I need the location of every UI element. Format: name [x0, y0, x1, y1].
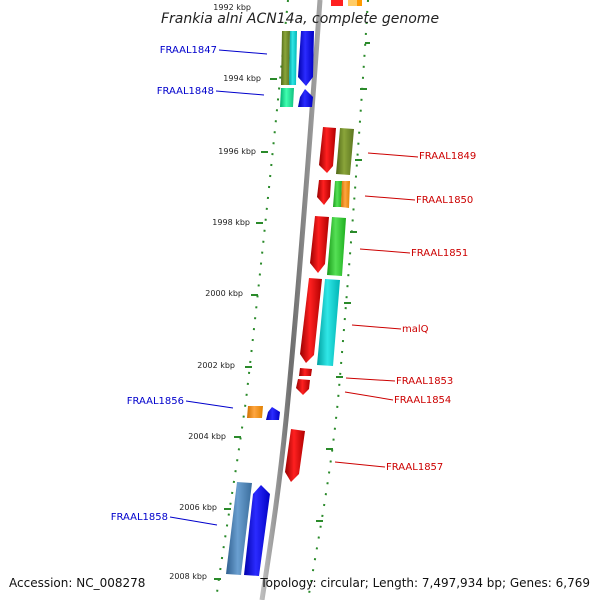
gene-label-fraal1851[interactable]: FRAAL1851 — [411, 248, 468, 259]
partial-genes-top — [331, 0, 362, 6]
gene-label-malq[interactable]: malQ — [402, 324, 429, 335]
scale-label-2002: 2002 kbp — [197, 361, 235, 370]
scale-label-2006: 2006 kbp — [179, 503, 217, 512]
accession-text: Accession: NC_008278 — [9, 576, 145, 590]
map-title: Frankia alni ACN14a, complete genome — [161, 11, 439, 27]
gene-label-fraal1858[interactable]: FRAAL1858 — [111, 512, 168, 523]
gene-label-fraal1848[interactable]: FRAAL1848 — [157, 86, 214, 97]
gene-fraal1848-left[interactable] — [280, 88, 313, 107]
scale-label-1992: 1992 kbp — [213, 3, 251, 12]
gene-label-fraal1850[interactable]: FRAAL1850 — [416, 195, 473, 206]
leader-lines-right — [334, 152, 419, 468]
gene-fraal1858-left[interactable] — [226, 482, 270, 576]
gene-fraal1857-right[interactable] — [285, 429, 305, 482]
gene-label-fraal1849[interactable]: FRAAL1849 — [419, 151, 476, 162]
gene-label-fraal1847[interactable]: FRAAL1847 — [160, 45, 217, 56]
gene-label-fraal1854[interactable]: FRAAL1854 — [394, 395, 451, 406]
scale-label-1994: 1994 kbp — [223, 74, 261, 83]
genome-backbone — [259, 0, 323, 600]
scale-label-1998: 1998 kbp — [212, 218, 250, 227]
scale-label-1996: 1996 kbp — [218, 147, 256, 156]
leader-lines-left — [169, 49, 268, 526]
gene-label-fraal1853[interactable]: FRAAL1853 — [396, 376, 453, 387]
gene-fraal1853-right[interactable] — [299, 368, 312, 376]
gene-label-fraal1856[interactable]: FRAAL1856 — [127, 396, 184, 407]
gene-fraal1851-right[interactable] — [310, 216, 346, 276]
scale-label-2008: 2008 kbp — [169, 572, 207, 581]
gene-fraal1856-left[interactable] — [247, 406, 280, 420]
major-ticks — [214, 42, 370, 580]
gene-label-fraal1857[interactable]: FRAAL1857 — [386, 462, 443, 473]
topology-text: Topology: circular; Length: 7,497,934 bp… — [259, 576, 590, 590]
gene-fraal1849-right[interactable] — [319, 127, 354, 175]
scale-label-2004: 2004 kbp — [188, 432, 226, 441]
gene-fraal1850-right[interactable] — [317, 180, 350, 208]
gene-fraal1847-left[interactable] — [281, 31, 314, 86]
gene-fraal1854-right[interactable] — [296, 379, 310, 395]
scale-label-2000: 2000 kbp — [205, 289, 243, 298]
gene-malq-right[interactable] — [300, 278, 340, 366]
